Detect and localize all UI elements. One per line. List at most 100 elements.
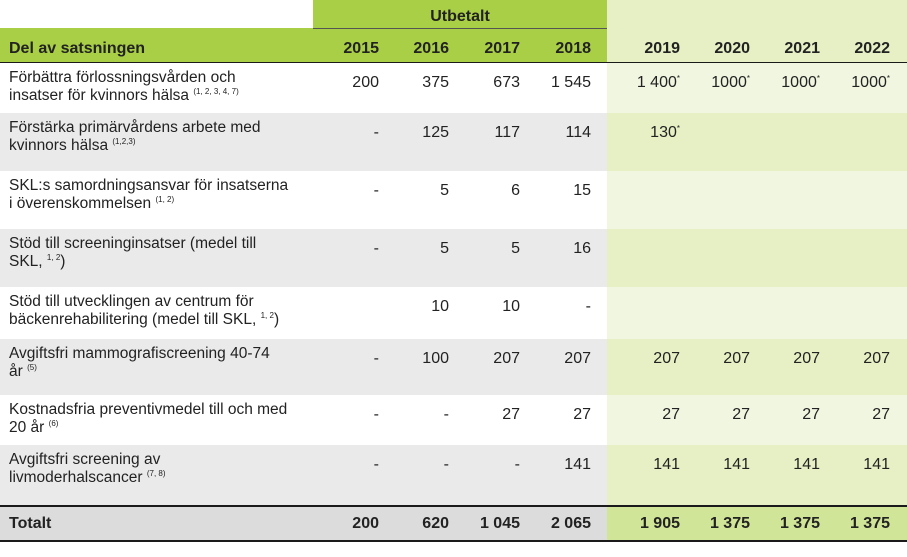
cell-number: 27 <box>502 406 520 423</box>
cell-number: 1000 <box>851 74 887 91</box>
cell-number: 114 <box>565 124 591 141</box>
row-label-line1: Kostnadsfria preventivmedel till och med <box>9 401 288 418</box>
cell-value: 114 <box>521 123 591 142</box>
row-label: Kostnadsfria preventivmedel till och med… <box>9 401 287 437</box>
cell-value: 10 <box>450 297 520 316</box>
cell-value: 141 <box>750 455 820 474</box>
cell-value: - <box>309 123 379 142</box>
cell-value: 1 400* <box>610 73 680 92</box>
total-top-rule <box>0 505 907 507</box>
cell-number: 200 <box>352 74 379 91</box>
cell-number: 5 <box>511 240 520 257</box>
row-label-line1: SKL:s samordningsansvar för insatserna <box>9 177 289 194</box>
cell-value: 207 <box>820 349 890 368</box>
total-value: 1 375 <box>849 515 890 532</box>
total-label: Totalt <box>9 515 52 532</box>
cell-number: 6 <box>511 182 520 199</box>
row-1-forecast-bg <box>607 113 907 171</box>
cell-number: - <box>373 456 379 473</box>
row-7-bg <box>0 445 607 507</box>
cell-value: 207 <box>680 349 750 368</box>
cell-number: 125 <box>422 124 449 141</box>
row-4-forecast-bg <box>607 287 907 339</box>
cell-value: 27 <box>450 405 520 424</box>
cell-value: 375 <box>379 73 449 92</box>
cell-value: - <box>309 239 379 258</box>
year-header-2016: 2016 <box>413 40 449 57</box>
row-label-line2: kvinnors hälsa <box>9 137 109 154</box>
cell-value: 27 <box>610 405 680 424</box>
footnote-ref: (7, 8) <box>146 469 166 478</box>
cell-number: - <box>373 182 379 199</box>
cell-number: 100 <box>422 350 449 367</box>
row-label: Avgiftsfri mammografiscreening 40-74 år (… <box>9 345 270 381</box>
row-6-forecast-bg <box>607 395 907 445</box>
total-value: 1 375 <box>709 515 750 532</box>
cell-value: 1 545 <box>521 73 591 92</box>
cell-number: 27 <box>662 406 680 423</box>
cell-number: 207 <box>564 350 591 367</box>
total-value: 200 <box>352 515 379 532</box>
row-label: SKL:s samordningsansvar för insatserna i … <box>9 177 288 213</box>
row-3-forecast-bg <box>607 229 907 287</box>
cell-value: 27 <box>521 405 591 424</box>
year-header-2018: 2018 <box>555 40 591 57</box>
cell-value: 5 <box>379 181 449 200</box>
year-header-2015: 2015 <box>343 40 379 57</box>
footnote-ref: (5) <box>27 363 37 372</box>
cell-value: 141 <box>521 455 591 474</box>
cell-value: 141 <box>610 455 680 474</box>
footnote-ref: (1, 2, 3, 4, 7) <box>193 87 239 96</box>
cell-number: 117 <box>494 124 520 141</box>
row-7-forecast-bg <box>607 445 907 507</box>
cell-value: 1000* <box>750 73 820 92</box>
cell-number: 130 <box>650 124 677 141</box>
cell-number: 27 <box>802 406 820 423</box>
cell-number: 207 <box>493 350 520 367</box>
group-header-rule <box>313 28 607 29</box>
cell-value: - <box>450 455 520 474</box>
cell-number: 27 <box>732 406 750 423</box>
forecast-header-bg <box>607 0 907 63</box>
row-label: Förstärka primärvårdens arbete med kvinno… <box>9 119 261 155</box>
cell-number: 27 <box>872 406 890 423</box>
cell-number: 141 <box>564 456 591 473</box>
cell-number: - <box>373 124 379 141</box>
total-value: 2 065 <box>550 515 591 532</box>
footnote-ref: 1, 2 <box>46 253 61 262</box>
cell-value: 1000* <box>820 73 890 92</box>
row-label-suffix: ) <box>60 253 66 270</box>
cell-value: 207 <box>450 349 520 368</box>
cell-number: 141 <box>653 456 680 473</box>
cell-number: 207 <box>723 350 750 367</box>
footnote-ref: (1,2,3) <box>112 137 136 146</box>
row-label: Stöd till utvecklingen av centrum för bäc… <box>9 293 279 329</box>
cell-value: 10 <box>379 297 449 316</box>
row-label-line1: Förstärka primärvårdens arbete med <box>9 119 261 136</box>
cell-number: 1000 <box>711 74 747 91</box>
footnote-ref: 1, 2 <box>260 311 274 320</box>
cell-value: 207 <box>610 349 680 368</box>
row-label-line1: Stöd till screeninginsatser (medel till <box>9 235 257 252</box>
cell-number: 1 545 <box>550 74 591 91</box>
cell-number: 141 <box>723 456 750 473</box>
cell-value: 141 <box>820 455 890 474</box>
cell-value: - <box>309 349 379 368</box>
row-6-bg <box>0 395 607 445</box>
cell-number: 10 <box>431 298 449 315</box>
row-label: Förbättra förlossningsvården och insatser… <box>9 69 239 105</box>
total-value: 1 375 <box>779 515 820 532</box>
utbetalt-group-header-bg <box>313 0 607 28</box>
cell-value: 141 <box>680 455 750 474</box>
cell-value: 5 <box>450 239 520 258</box>
row-label-line1: Avgiftsfri screening av <box>9 451 161 468</box>
estimate-asterisk: * <box>816 74 820 83</box>
estimate-asterisk: * <box>676 74 680 83</box>
cell-number: 16 <box>573 240 591 257</box>
cell-number: 207 <box>863 350 890 367</box>
cell-value: - <box>309 455 379 474</box>
total-value: 620 <box>422 515 449 532</box>
cell-value: 207 <box>750 349 820 368</box>
row-0-bg <box>0 63 607 113</box>
group-header-utbetalt: Utbetalt <box>430 8 490 25</box>
